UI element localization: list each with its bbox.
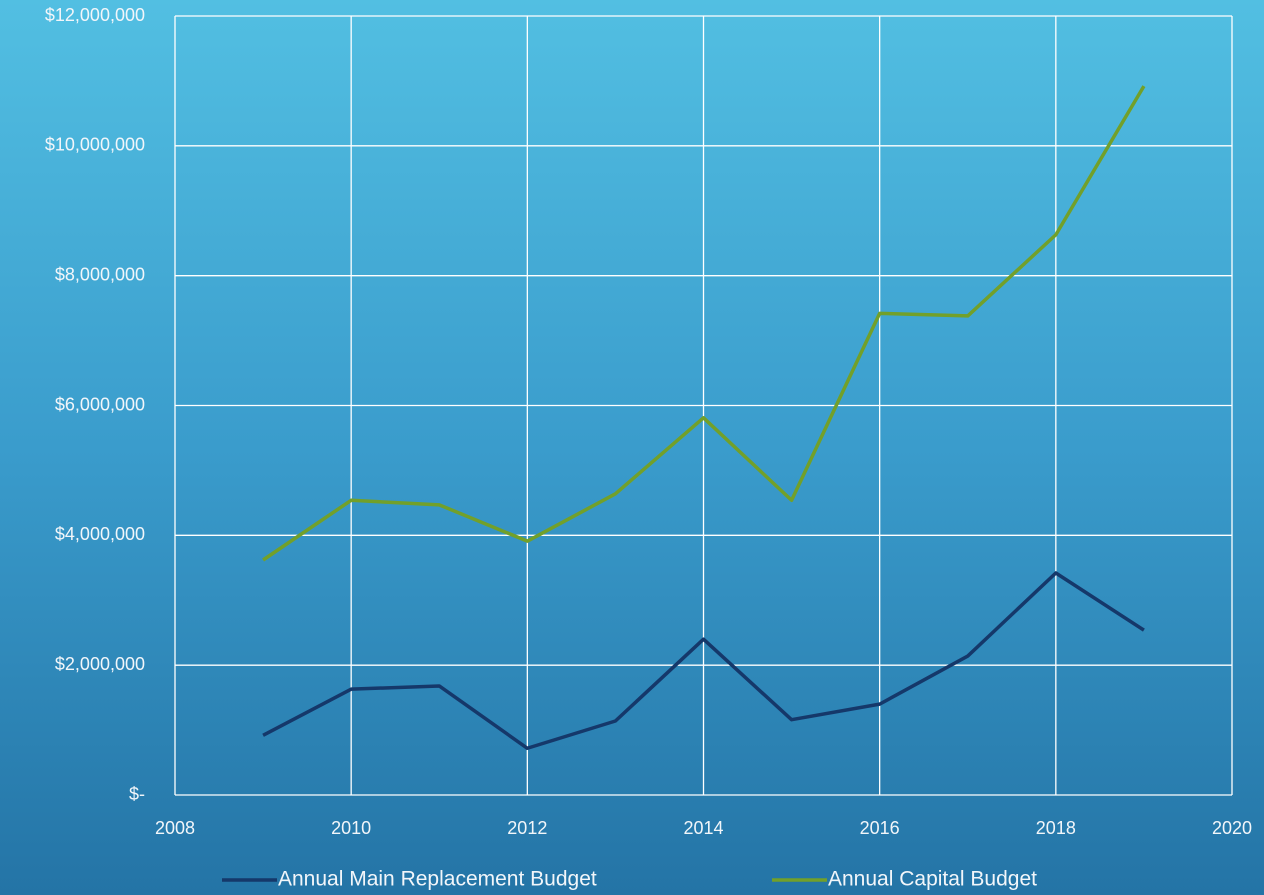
y-tick-label: $12,000,000 bbox=[45, 5, 145, 25]
x-tick-label: 2020 bbox=[1212, 818, 1252, 838]
y-tick-label: $- bbox=[129, 784, 145, 804]
y-tick-label: $4,000,000 bbox=[55, 524, 145, 544]
x-tick-label: 2010 bbox=[331, 818, 371, 838]
x-tick-label: 2008 bbox=[155, 818, 195, 838]
x-tick-label: 2018 bbox=[1036, 818, 1076, 838]
series-line bbox=[262, 85, 1146, 562]
y-tick-label: $8,000,000 bbox=[55, 264, 145, 284]
y-tick-label: $2,000,000 bbox=[55, 654, 145, 674]
x-tick-label: 2012 bbox=[507, 818, 547, 838]
legend-label: Annual Main Replacement Budget bbox=[278, 868, 597, 891]
y-tick-label: $6,000,000 bbox=[55, 394, 145, 414]
legend-label: Annual Capital Budget bbox=[828, 868, 1037, 891]
x-tick-label: 2016 bbox=[860, 818, 900, 838]
y-tick-label: $10,000,000 bbox=[45, 135, 145, 155]
series-line bbox=[262, 571, 1145, 751]
x-tick-label: 2014 bbox=[683, 818, 723, 838]
